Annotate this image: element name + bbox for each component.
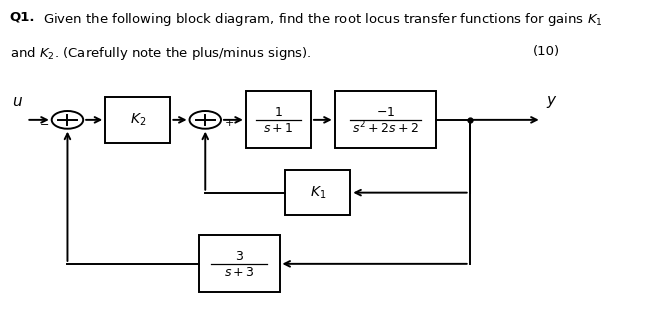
Bar xyxy=(285,170,350,215)
Bar xyxy=(246,91,311,148)
Text: $s+3$: $s+3$ xyxy=(224,266,255,279)
Text: 3: 3 xyxy=(235,250,243,263)
Text: $s+1$: $s+1$ xyxy=(263,122,294,135)
Text: and $K_2$. (Carefully note the plus/minus signs).: and $K_2$. (Carefully note the plus/minu… xyxy=(10,44,311,62)
Text: Q1.: Q1. xyxy=(10,11,35,24)
Text: Given the following block diagram, find the root locus transfer functions for ga: Given the following block diagram, find … xyxy=(43,11,603,28)
Bar xyxy=(335,91,436,148)
Bar xyxy=(105,97,171,143)
Text: $y$: $y$ xyxy=(546,94,558,110)
Text: $+$: $+$ xyxy=(224,117,234,128)
Text: (10): (10) xyxy=(533,44,560,58)
Text: $-$: $-$ xyxy=(39,118,49,128)
Text: $s^2+2s+2$: $s^2+2s+2$ xyxy=(352,120,419,137)
Text: $u$: $u$ xyxy=(12,95,24,109)
Text: $-1$: $-1$ xyxy=(376,106,395,119)
Bar xyxy=(199,235,279,292)
Text: $K_1$: $K_1$ xyxy=(310,185,326,201)
Text: 1: 1 xyxy=(274,106,282,119)
Text: $K_2$: $K_2$ xyxy=(130,112,146,128)
